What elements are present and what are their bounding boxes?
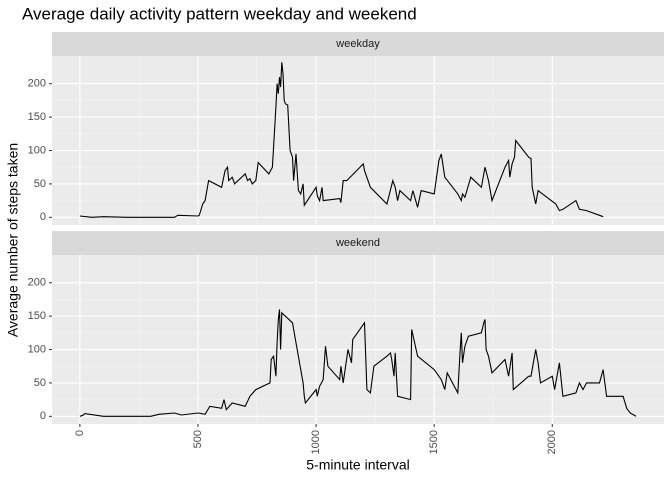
x-tick-label: 500 bbox=[192, 430, 204, 448]
y-tick-label: 200 bbox=[28, 78, 46, 90]
strip-label: weekend bbox=[335, 237, 380, 249]
line bbox=[79, 62, 604, 218]
y-axis-label: Average number of steps taken bbox=[5, 143, 21, 337]
y-tick-label: 150 bbox=[28, 310, 46, 322]
y-tick-label: 50 bbox=[34, 377, 46, 389]
y-tick-label: 100 bbox=[28, 343, 46, 355]
strip-label: weekday bbox=[335, 38, 380, 50]
chart-title: Average daily activity pattern weekday a… bbox=[22, 4, 417, 23]
x-tick-label: 2000 bbox=[546, 430, 558, 454]
strip bbox=[52, 231, 664, 255]
panel-background bbox=[52, 255, 664, 424]
panel-background bbox=[52, 56, 664, 225]
x-tick-label: 0 bbox=[74, 430, 86, 436]
y-tick-label: 200 bbox=[28, 277, 46, 289]
y-tick-label: 0 bbox=[40, 410, 46, 422]
x-tick-label: 1000 bbox=[310, 430, 322, 454]
y-tick-label: 100 bbox=[28, 144, 46, 156]
y-tick-label: 0 bbox=[40, 211, 46, 223]
y-tick-label: 150 bbox=[28, 111, 46, 123]
strip bbox=[52, 32, 664, 56]
x-axis-label: 5-minute interval bbox=[306, 457, 410, 473]
y-tick-label: 50 bbox=[34, 178, 46, 190]
line bbox=[79, 309, 637, 417]
x-tick-label: 1500 bbox=[428, 430, 440, 454]
